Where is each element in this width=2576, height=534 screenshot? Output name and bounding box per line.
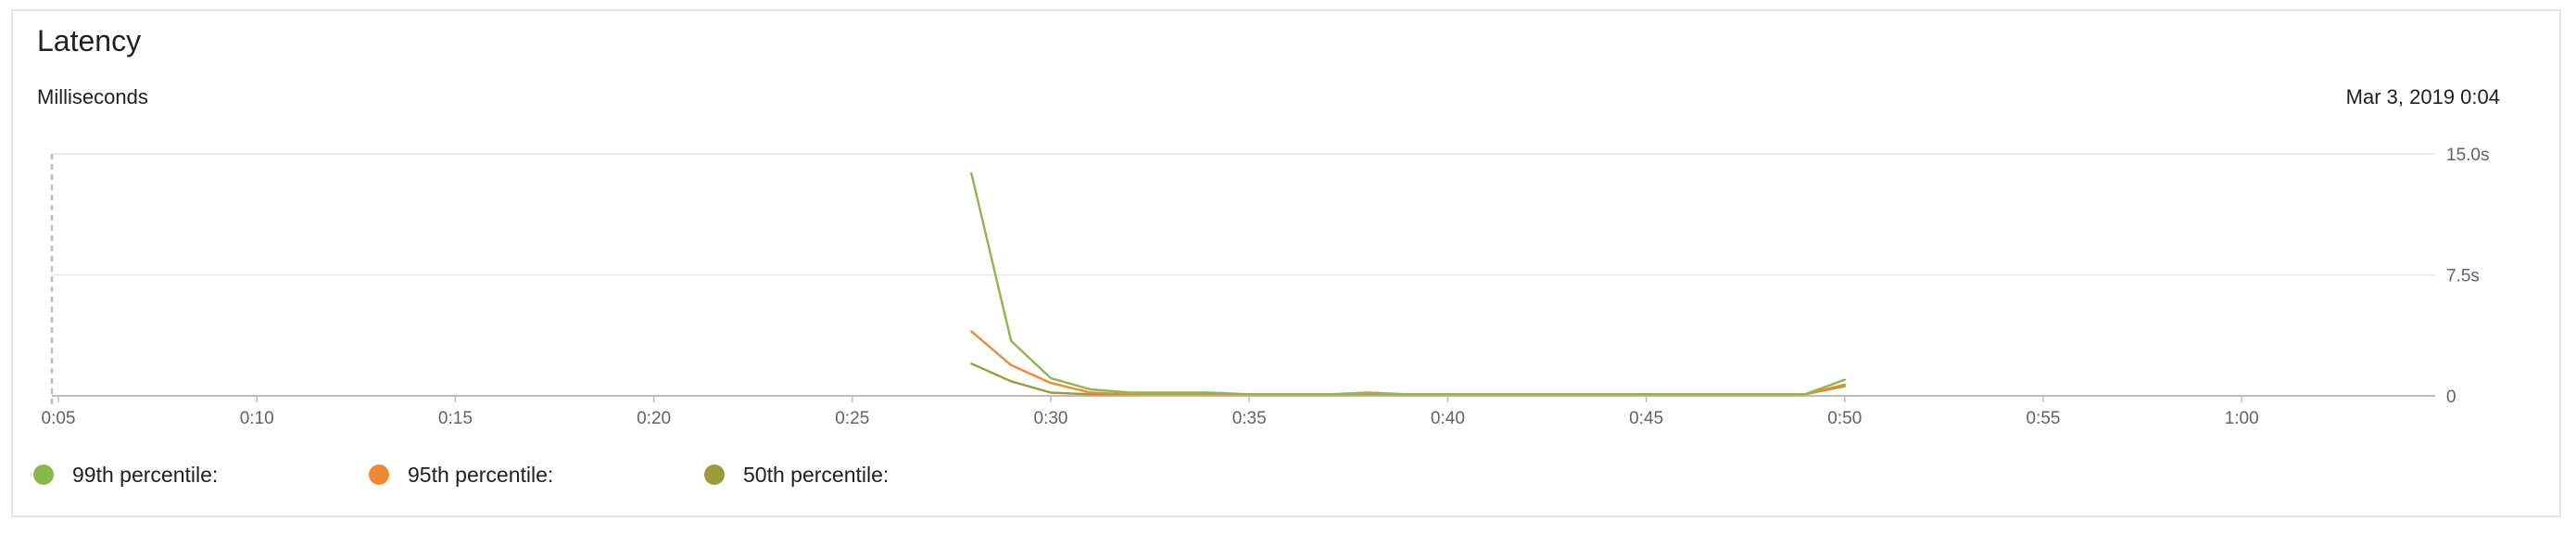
y-tick-label: 0: [2446, 388, 2456, 407]
x-tick-label: 0:10: [240, 409, 274, 428]
x-tick-label: 0:30: [1034, 409, 1068, 428]
legend-label-p95: 95th percentile:: [408, 462, 554, 487]
x-tick-label: 0:05: [42, 409, 76, 428]
x-tick-label: 0:45: [1629, 409, 1663, 428]
x-tick-label: 0:25: [835, 409, 869, 428]
x-tick-label: 0:40: [1431, 409, 1465, 428]
y-axis: 0 7.5s 15.0s: [2446, 146, 2489, 407]
legend-item-p50[interactable]: 50th percentile:: [704, 463, 889, 488]
y-tick-label: 7.5s: [2446, 267, 2480, 286]
x-tick-label: 0:50: [1827, 409, 1862, 428]
legend-swatch-p50: [704, 464, 725, 485]
series-layer: [970, 172, 1847, 396]
series-line-p99: [970, 172, 1847, 396]
x-axis: 0:05 0:10 0:15 0:20 0:25 0:30 0:35 0:40 0:45 0:50…: [42, 396, 2259, 428]
series-line-p95: [970, 330, 1847, 396]
x-tick-label: 0:15: [438, 409, 473, 428]
legend-item-p99[interactable]: 99th percentile:: [33, 463, 369, 488]
hover-timestamp: Mar 3, 2019 0:04: [2345, 85, 2500, 108]
x-tick-label: 0:55: [2027, 409, 2061, 428]
unit-label: Milliseconds: [37, 85, 148, 108]
x-tick-label: 0:20: [637, 409, 671, 428]
chart-title: Latency: [37, 24, 142, 57]
legend-swatch-p99: [33, 464, 54, 485]
x-tick-label: 1:00: [2225, 409, 2259, 428]
legend-swatch-p95: [369, 464, 389, 485]
latency-chart-card: [11, 9, 2561, 517]
chart-legend: 99th percentile: 95th percentile: 50th p…: [33, 458, 889, 491]
x-tick-label: 0:35: [1232, 409, 1267, 428]
y-tick-label: 15.0s: [2446, 146, 2489, 165]
legend-label-p50: 50th percentile:: [743, 462, 890, 487]
legend-label-p99: 99th percentile:: [72, 462, 219, 487]
legend-item-p95[interactable]: 95th percentile:: [369, 463, 704, 488]
grid-layer: [52, 153, 2435, 397]
